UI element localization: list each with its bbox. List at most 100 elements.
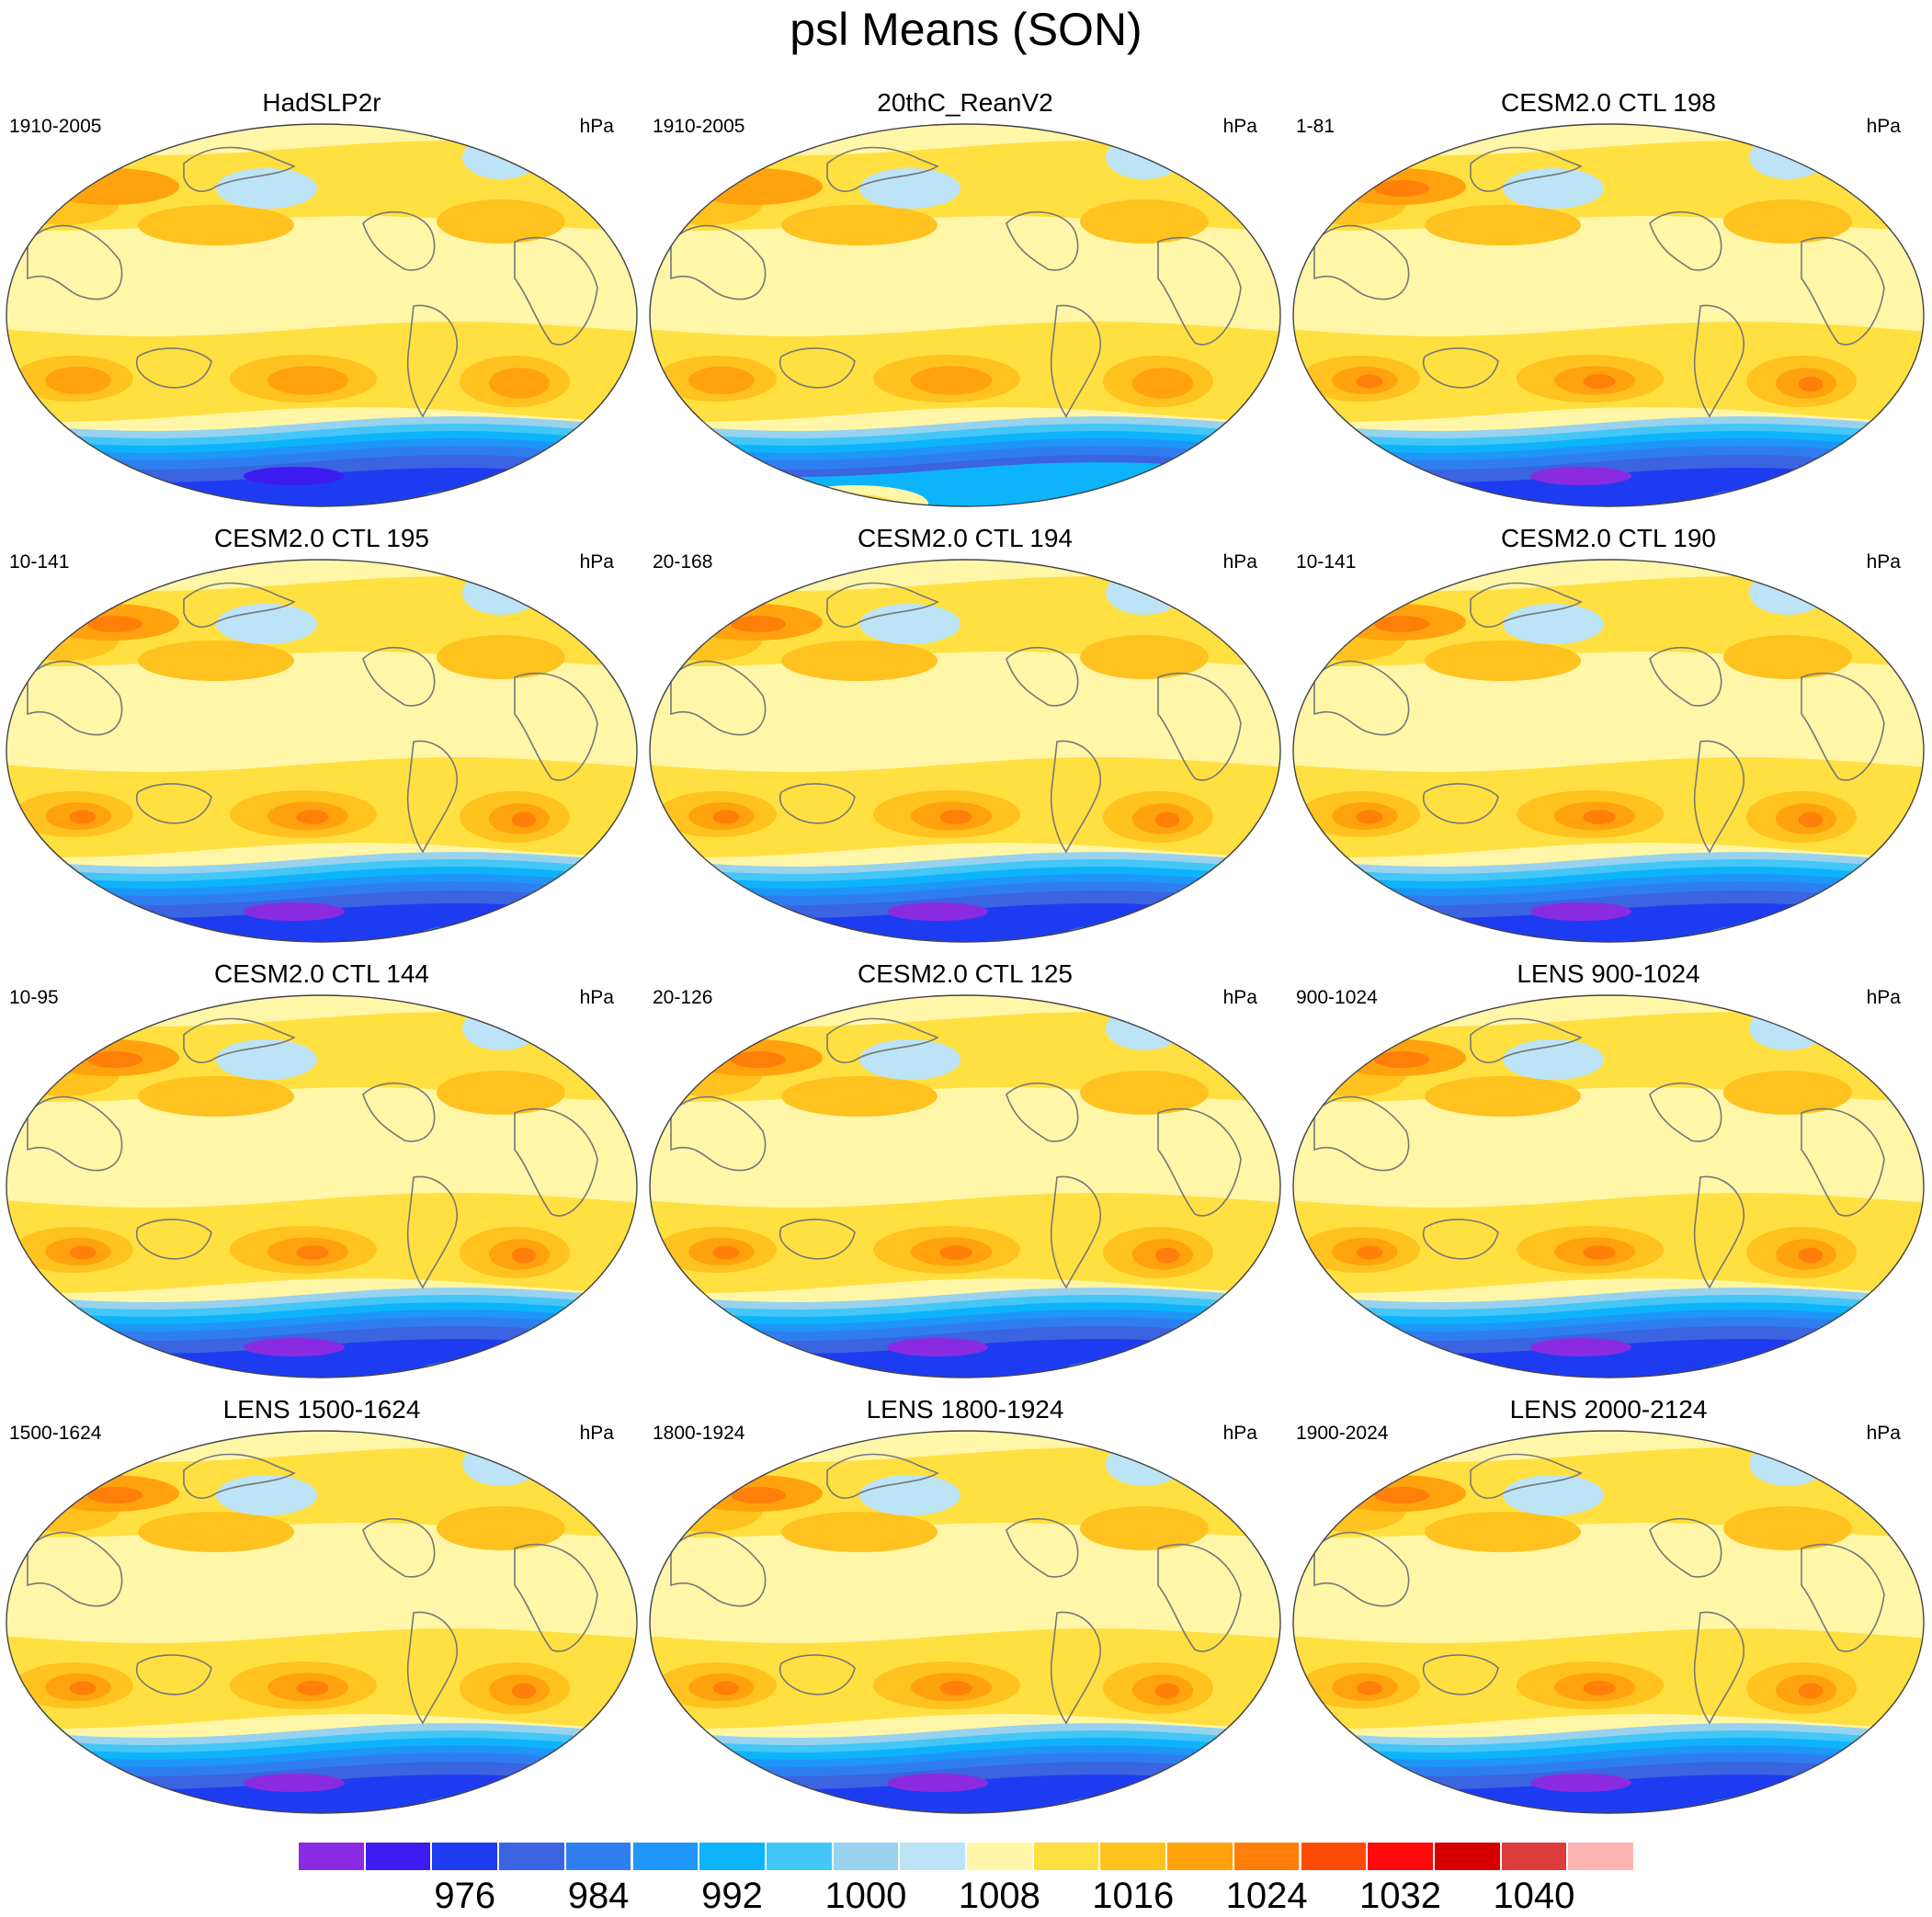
robinson-map (1292, 1430, 1925, 1814)
icelandic-low (1749, 135, 1826, 179)
asian-high-core (731, 1487, 786, 1503)
high-pressure-peak (511, 1683, 537, 1699)
coastlines (27, 1453, 598, 1725)
aleutian-low (216, 168, 317, 209)
high-pressure-peak (712, 1681, 740, 1696)
panel-unit: hPa (1866, 551, 1901, 573)
map-boundary (1292, 1430, 1925, 1814)
panel-title: HadSLP2r (262, 88, 381, 117)
high-pressure-cell (1080, 635, 1209, 679)
map-boundary (649, 994, 1281, 1378)
psl-field (650, 1431, 1280, 1813)
psl-field (6, 1431, 637, 1813)
coastlines (1313, 1017, 1885, 1289)
colorbar-swatch (1099, 1842, 1167, 1871)
circumpolar-low (244, 902, 345, 921)
icelandic-low (462, 135, 540, 179)
map-panel: CESM2.0 CTL 190 10-141 hPa (1287, 523, 1930, 959)
aleutian-low (1503, 1475, 1604, 1515)
figure-title: psl Means (SON) (790, 4, 1142, 55)
high-pressure-cell (138, 1512, 294, 1552)
panel-title: CESM2.0 CTL 195 (214, 524, 429, 552)
colorbar (298, 1842, 1634, 1873)
high-pressure-cell (437, 1506, 565, 1550)
panel-title: CESM2.0 CTL 125 (858, 959, 1073, 988)
high-pressure-peak (1154, 1683, 1180, 1699)
robinson-map (1292, 559, 1925, 943)
panel-years: 10-141 (9, 551, 70, 573)
colorbar-tick-label: 1016 (1092, 1876, 1175, 1916)
panel-years: 1910-2005 (9, 116, 102, 137)
panel-unit: hPa (579, 116, 614, 137)
high-pressure-cell (437, 635, 565, 679)
colorbar-tick-label: 1032 (1359, 1876, 1442, 1916)
coastlines (27, 582, 598, 854)
colorbar-swatch (1367, 1842, 1434, 1871)
high-pressure-cell (781, 205, 938, 245)
map-panel: LENS 1800-1924 1800-1924 hPa (643, 1394, 1287, 1831)
asian-high-core (1374, 180, 1429, 197)
panel-title: LENS 900-1024 (1517, 959, 1700, 988)
antarctic-field (1296, 483, 1425, 505)
robinson-map (6, 559, 638, 943)
psl-field (1293, 560, 1924, 942)
map-boundary (649, 123, 1281, 507)
circumpolar-low (244, 467, 345, 485)
circumpolar-low (1530, 467, 1631, 485)
panel-title: LENS 1800-1924 (866, 1395, 1064, 1424)
antarctic-field (653, 1790, 781, 1812)
map-boundary (6, 1430, 638, 1814)
robinson-map (1292, 123, 1925, 507)
colorbar-swatch (1300, 1842, 1368, 1871)
high-pressure-peak (1154, 811, 1180, 828)
icelandic-low (1749, 1006, 1826, 1050)
map-panel: CESM2.0 CTL 125 20-126 hPa (643, 958, 1287, 1395)
high-pressure-cell (781, 641, 938, 681)
high-pressure-core (688, 367, 755, 394)
robinson-map (649, 1430, 1281, 1814)
panel-title: CESM2.0 CTL 190 (1501, 524, 1716, 552)
panel-unit: hPa (1222, 1423, 1257, 1444)
high-pressure-peak (511, 811, 537, 828)
aleutian-low (859, 168, 960, 209)
panel-years: 1900-2024 (1296, 1423, 1389, 1444)
colorbar-tick-label: 1024 (1225, 1876, 1308, 1916)
psl-field (6, 560, 637, 942)
map-panel: LENS 2000-2124 1900-2024 hPa (1287, 1394, 1930, 1831)
colorbar-tick-label: 1040 (1493, 1876, 1575, 1916)
robinson-map (6, 994, 638, 1378)
psl-field (1293, 124, 1924, 506)
coastlines (670, 582, 1242, 854)
high-pressure-core (911, 366, 992, 395)
asian-high-core (87, 1051, 142, 1068)
high-pressure-cell (1080, 1071, 1209, 1115)
circumpolar-low (244, 1774, 345, 1792)
high-pressure-peak (1583, 374, 1616, 389)
panel-title: CESM2.0 CTL 194 (858, 524, 1073, 552)
high-pressure-peak (712, 810, 740, 824)
coastlines (27, 1017, 598, 1289)
robinson-map (6, 123, 638, 507)
antarctic-field (650, 462, 1280, 506)
colorbar-swatch (832, 1842, 900, 1871)
colorbar-swatch (699, 1842, 766, 1871)
coastlines (670, 146, 1242, 418)
psl-field (650, 560, 1280, 942)
colorbar-swatch (765, 1842, 833, 1871)
asian-high-core (87, 616, 142, 632)
high-pressure-peak (69, 810, 97, 824)
psl-field (650, 995, 1280, 1378)
high-pressure-peak (296, 1681, 329, 1696)
coastlines (27, 146, 598, 418)
map-panel: 20thC_ReanV2 1910-2005 hPa (643, 87, 1287, 524)
panel-unit: hPa (579, 1423, 614, 1444)
map-panel: LENS 1500-1624 1500-1624 hPa (0, 1394, 643, 1831)
colorbar-tick-label: 976 (434, 1876, 496, 1916)
map-boundary (649, 559, 1281, 943)
icelandic-low (462, 1442, 540, 1486)
panel-title: CESM2.0 CTL 144 (214, 959, 429, 988)
high-pressure-cell (1723, 199, 1852, 244)
high-pressure-cell (437, 199, 565, 244)
circumpolar-low (244, 1338, 345, 1356)
high-pressure-peak (1356, 810, 1383, 824)
